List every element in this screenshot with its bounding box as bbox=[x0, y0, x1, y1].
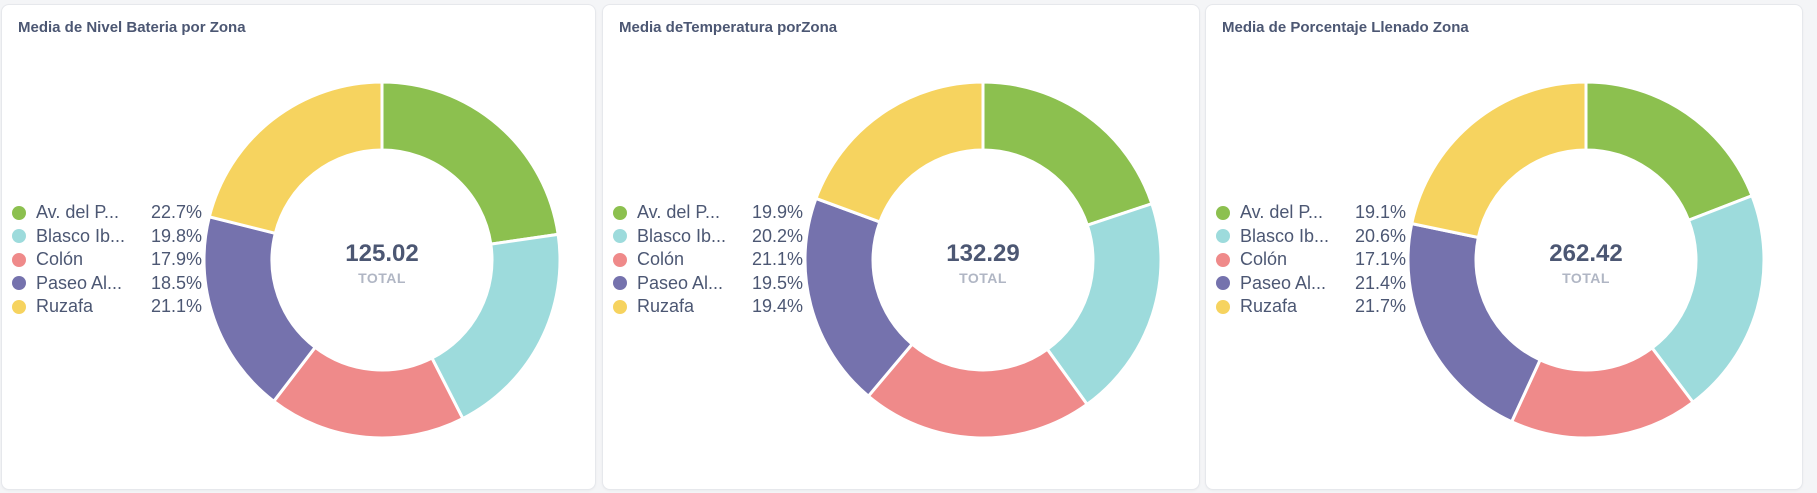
legend-item[interactable]: Ruzafa 19.4% bbox=[613, 295, 803, 319]
legend-item[interactable]: Paseo Al... 19.5% bbox=[613, 272, 803, 296]
legend-dot bbox=[613, 229, 627, 244]
legend-label: Colón bbox=[1240, 249, 1288, 270]
donut-slices bbox=[1406, 80, 1766, 440]
legend-dot bbox=[1216, 252, 1230, 267]
legend-percent: 19.4% bbox=[751, 296, 803, 317]
legend-dot bbox=[1216, 205, 1230, 220]
legend-label: Paseo Al... bbox=[1240, 272, 1327, 293]
legend-dot bbox=[1216, 229, 1230, 244]
legend-label: Blasco Ib... bbox=[1240, 225, 1330, 246]
legend-label: Ruzafa bbox=[637, 296, 695, 317]
donut-slice[interactable] bbox=[1584, 80, 1754, 223]
donut-slice[interactable] bbox=[814, 80, 985, 224]
legend-percent: 19.9% bbox=[751, 202, 803, 223]
legend-dot bbox=[12, 252, 26, 267]
legend-percent: 19.1% bbox=[1354, 202, 1406, 223]
legend-label: Av. del P... bbox=[637, 202, 721, 223]
chart-legend: Av. del P... 22.7% Blasco Ib... 19.8% Co… bbox=[12, 201, 202, 319]
donut-slice[interactable] bbox=[429, 232, 562, 421]
legend-percent: 18.5% bbox=[150, 272, 202, 293]
donut-slice[interactable] bbox=[1045, 201, 1163, 407]
legend-item[interactable]: Av. del P... 22.7% bbox=[12, 201, 202, 225]
donut-total-value: 262.42 bbox=[1549, 240, 1622, 267]
legend-dot bbox=[12, 205, 26, 220]
legend-item[interactable]: Colón 17.9% bbox=[12, 248, 202, 272]
legend-dot bbox=[12, 276, 26, 291]
legend-percent: 20.2% bbox=[751, 225, 803, 246]
donut-total-value: 125.02 bbox=[345, 240, 418, 267]
donut-chart: 132.29 TOTAL bbox=[803, 80, 1163, 440]
chart-title[interactable]: Media de Nivel Bateria por Zona bbox=[18, 19, 246, 36]
donut-total-label: TOTAL bbox=[959, 270, 1007, 286]
legend-item[interactable]: Blasco Ib... 20.6% bbox=[1216, 225, 1406, 249]
donut-slice[interactable] bbox=[1409, 80, 1588, 240]
legend-dot bbox=[12, 299, 26, 314]
legend-dot bbox=[1216, 276, 1230, 291]
legend-percent: 19.8% bbox=[150, 225, 202, 246]
donut-slice[interactable] bbox=[981, 80, 1154, 228]
legend-item[interactable]: Blasco Ib... 19.8% bbox=[12, 225, 202, 249]
legend-dot bbox=[1216, 299, 1230, 314]
legend-label: Colón bbox=[36, 249, 84, 270]
legend-percent: 22.7% bbox=[150, 202, 202, 223]
donut-total-label: TOTAL bbox=[1562, 270, 1610, 286]
legend-dot bbox=[613, 205, 627, 220]
legend-item[interactable]: Ruzafa 21.1% bbox=[12, 295, 202, 319]
legend-item[interactable]: Blasco Ib... 20.2% bbox=[613, 225, 803, 249]
donut-slice[interactable] bbox=[1406, 221, 1543, 424]
legend-item[interactable]: Av. del P... 19.9% bbox=[613, 201, 803, 225]
legend-label: Av. del P... bbox=[36, 202, 120, 223]
legend-percent: 17.9% bbox=[150, 249, 202, 270]
legend-percent: 20.6% bbox=[1354, 225, 1406, 246]
legend-label: Ruzafa bbox=[36, 296, 94, 317]
legend-item[interactable]: Paseo Al... 18.5% bbox=[12, 272, 202, 296]
legend-label: Blasco Ib... bbox=[36, 225, 126, 246]
legend-percent: 21.4% bbox=[1354, 272, 1406, 293]
chart-card-temperatura[interactable]: Media deTemperatura porZona Av. del P...… bbox=[602, 4, 1200, 490]
donut-slice[interactable] bbox=[380, 80, 560, 246]
donut-chart: 125.02 TOTAL bbox=[202, 80, 562, 440]
chart-legend: Av. del P... 19.1% Blasco Ib... 20.6% Co… bbox=[1216, 201, 1406, 319]
chart-card-porcentaje-llenado[interactable]: Media de Porcentaje Llenado Zona Av. del… bbox=[1205, 4, 1803, 490]
legend-item[interactable]: Av. del P... 19.1% bbox=[1216, 201, 1406, 225]
legend-dot bbox=[613, 276, 627, 291]
legend-label: Av. del P... bbox=[1240, 202, 1324, 223]
legend-item[interactable]: Ruzafa 21.7% bbox=[1216, 295, 1406, 319]
chart-title[interactable]: Media de Porcentaje Llenado Zona bbox=[1222, 19, 1469, 36]
legend-item[interactable]: Colón 17.1% bbox=[1216, 248, 1406, 272]
legend-label: Ruzafa bbox=[1240, 296, 1298, 317]
legend-label: Blasco Ib... bbox=[637, 225, 727, 246]
legend-label: Paseo Al... bbox=[36, 272, 123, 293]
legend-percent: 19.5% bbox=[751, 272, 803, 293]
legend-label: Colón bbox=[637, 249, 685, 270]
chart-title[interactable]: Media deTemperatura porZona bbox=[619, 19, 838, 36]
legend-label: Paseo Al... bbox=[637, 272, 724, 293]
donut-slices bbox=[803, 80, 1163, 440]
legend-item[interactable]: Colón 21.1% bbox=[613, 248, 803, 272]
legend-percent: 21.7% bbox=[1354, 296, 1406, 317]
donut-slice[interactable] bbox=[207, 80, 384, 236]
legend-percent: 21.1% bbox=[150, 296, 202, 317]
donut-total-label: TOTAL bbox=[358, 270, 406, 286]
chart-card-nivel-bateria[interactable]: Media de Nivel Bateria por Zona Av. del … bbox=[1, 4, 596, 490]
donut-chart: 262.42 TOTAL bbox=[1406, 80, 1766, 440]
legend-percent: 17.1% bbox=[1354, 249, 1406, 270]
legend-percent: 21.1% bbox=[751, 249, 803, 270]
legend-dot bbox=[613, 299, 627, 314]
legend-dot bbox=[613, 252, 627, 267]
chart-legend: Av. del P... 19.9% Blasco Ib... 20.2% Co… bbox=[613, 201, 803, 319]
legend-item[interactable]: Paseo Al... 21.4% bbox=[1216, 272, 1406, 296]
donut-total-value: 132.29 bbox=[946, 240, 1019, 267]
legend-dot bbox=[12, 229, 26, 244]
donut-slices bbox=[202, 80, 562, 440]
donut-slice[interactable] bbox=[866, 342, 1090, 440]
